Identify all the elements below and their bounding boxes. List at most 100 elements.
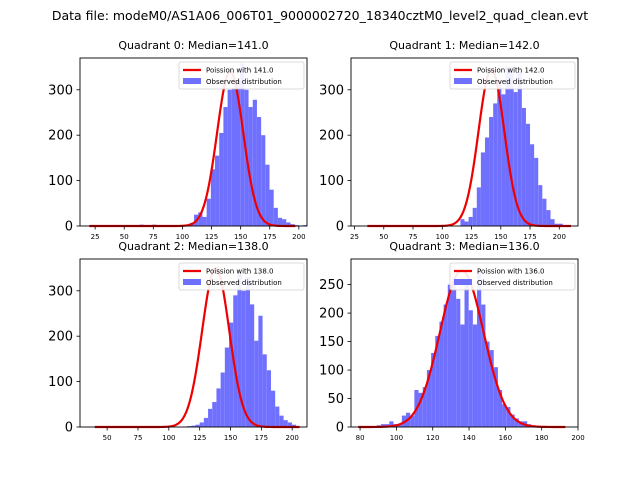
legend-poisson-label: Poission with 136.0 xyxy=(477,268,545,276)
y-tick-label: 300 xyxy=(48,83,73,98)
quadrant-2-title: Quadrant 2: Median=138.0 xyxy=(118,240,268,253)
histogram-bar xyxy=(460,219,465,226)
histogram-bar xyxy=(502,404,507,427)
legend-poisson-label: Poission with 142.0 xyxy=(477,67,545,75)
x-tick-label: 160 xyxy=(499,434,512,442)
histogram-bar xyxy=(291,424,297,427)
legend-box xyxy=(449,61,576,90)
x-tick-label: 50 xyxy=(103,434,112,442)
x-tick-label: 175 xyxy=(255,434,268,442)
histogram-bar xyxy=(501,94,506,226)
histogram-bar xyxy=(464,221,469,226)
histogram-bar xyxy=(451,278,457,427)
histogram-bar xyxy=(497,389,503,427)
legend-observed-swatch xyxy=(454,78,472,84)
histogram-bar xyxy=(481,304,486,427)
histogram-bar xyxy=(261,135,266,226)
histogram-bar xyxy=(215,155,220,226)
histogram-bar xyxy=(464,284,469,427)
x-tick-label: 100 xyxy=(436,233,449,241)
x-tick-label: 125 xyxy=(205,233,218,241)
histogram-bar xyxy=(224,347,230,427)
legend-observed-swatch xyxy=(183,78,201,84)
histogram-bar xyxy=(435,335,440,427)
x-tick-label: 75 xyxy=(409,233,418,241)
histogram-bar xyxy=(530,144,535,226)
histogram-bar xyxy=(233,295,238,427)
y-tick-label: 200 xyxy=(319,307,344,322)
quadrant-3-legend: Poission with 136.0 Observed distribution xyxy=(449,262,576,291)
histogram-bar xyxy=(248,107,253,226)
x-tick-label: 25 xyxy=(350,233,359,241)
histogram-bar xyxy=(509,67,514,226)
histogram-bar xyxy=(187,426,192,427)
y-tick-label: 300 xyxy=(319,83,344,98)
axes-frame xyxy=(79,258,308,428)
legend-poisson-label: Poission with 138.0 xyxy=(206,268,274,276)
legend-observed-label: Observed distribution xyxy=(477,78,553,86)
legend-observed-label: Observed distribution xyxy=(477,279,553,287)
quadrant-1-panel: Quadrant 1: Median=142.0 25 50 75 100 125 150 1… xyxy=(319,39,579,241)
histogram-bar xyxy=(250,304,255,427)
y-tick-label: 200 xyxy=(48,129,73,144)
x-tick-label: 100 xyxy=(162,434,175,442)
y-tick-label: 0 xyxy=(336,220,344,235)
histogram-bar xyxy=(235,80,241,226)
histogram-bar xyxy=(397,424,402,427)
quadrant-1-title: Quadrant 1: Median=142.0 xyxy=(389,39,539,52)
histogram-bar xyxy=(265,164,270,226)
x-tick-label: 25 xyxy=(91,233,100,241)
x-tick-label: 50 xyxy=(120,233,129,241)
x-tick-label: 200 xyxy=(571,434,584,442)
x-tick-label: 125 xyxy=(193,434,206,442)
histogram-bar xyxy=(485,341,490,427)
histogram-bar xyxy=(521,107,526,226)
quadrant-2-panel: Quadrant 2: Median=138.0 50 75 100 125 150 175… xyxy=(48,240,308,442)
histogram-bar xyxy=(456,298,461,427)
histogram-bar xyxy=(216,388,221,427)
quadrant-1-legend: Poission with 142.0 Observed distribution xyxy=(449,61,576,90)
y-tick-label: 100 xyxy=(48,174,73,189)
histogram-bar xyxy=(447,284,452,427)
histogram-bar xyxy=(513,92,518,226)
histogram-bar xyxy=(389,421,394,427)
histogram-bar xyxy=(240,63,245,227)
histogram-bar xyxy=(241,290,246,427)
y-tick-label: 100 xyxy=(48,375,73,390)
y-tick-label: 50 xyxy=(327,392,344,407)
histogram-bar xyxy=(286,222,291,226)
histogram-bar xyxy=(254,340,259,427)
legend-observed-swatch xyxy=(183,279,201,285)
quadrant-0-legend: Poission with 141.0 Observed distribution xyxy=(178,61,305,90)
y-tick-label: 100 xyxy=(319,174,344,189)
histogram-bar xyxy=(208,408,213,427)
y-tick-label: 0 xyxy=(65,220,73,235)
x-tick-label: 75 xyxy=(134,434,143,442)
histogram-bar xyxy=(460,324,465,427)
x-tick-label: 150 xyxy=(234,233,247,241)
quadrant-2-bars xyxy=(166,270,297,427)
histogram-bar xyxy=(477,270,482,427)
legend-box xyxy=(449,262,576,291)
histogram-bar xyxy=(510,414,515,427)
histogram-bar xyxy=(303,225,308,226)
histogram-bar xyxy=(489,350,494,427)
x-tick-label: 150 xyxy=(494,233,507,241)
legend-box xyxy=(178,262,305,291)
x-tick-label: 80 xyxy=(356,434,365,442)
histogram-bar xyxy=(546,210,551,226)
histogram-bar xyxy=(279,415,284,427)
axes-frame xyxy=(79,57,308,227)
y-tick-label: 150 xyxy=(319,335,344,350)
x-tick-label: 100 xyxy=(390,434,403,442)
x-tick-label: 200 xyxy=(292,233,305,241)
histogram-bar xyxy=(480,152,485,226)
histogram-bar xyxy=(558,223,563,226)
quadrant-2-legend: Poission with 138.0 Observed distribution xyxy=(178,262,305,291)
histogram-bar xyxy=(258,315,263,427)
x-tick-label: 120 xyxy=(426,434,439,442)
x-tick-label: 180 xyxy=(535,434,548,442)
quadrant-0-panel: Quadrant 0: Median=141.0 25 50 75 100 125 150 1… xyxy=(48,39,308,241)
x-tick-label: 150 xyxy=(224,434,237,442)
